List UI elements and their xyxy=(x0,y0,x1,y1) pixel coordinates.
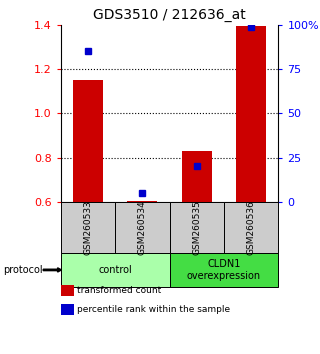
Text: transformed count: transformed count xyxy=(77,286,161,295)
Text: control: control xyxy=(98,265,132,275)
Text: CLDN1
overexpression: CLDN1 overexpression xyxy=(187,259,261,281)
Text: GSM260534: GSM260534 xyxy=(138,200,147,255)
Bar xyxy=(127,201,157,202)
Bar xyxy=(236,26,266,202)
Text: GSM260535: GSM260535 xyxy=(192,200,201,255)
Text: percentile rank within the sample: percentile rank within the sample xyxy=(77,305,230,314)
Text: GSM260536: GSM260536 xyxy=(247,200,256,255)
Title: GDS3510 / 212636_at: GDS3510 / 212636_at xyxy=(93,8,246,22)
Text: protocol: protocol xyxy=(3,265,43,275)
Text: GSM260533: GSM260533 xyxy=(84,200,92,255)
Bar xyxy=(182,151,212,202)
Bar xyxy=(73,80,103,202)
